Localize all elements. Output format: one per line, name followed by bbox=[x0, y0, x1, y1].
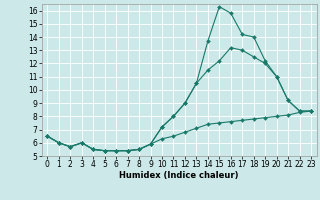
X-axis label: Humidex (Indice chaleur): Humidex (Indice chaleur) bbox=[119, 171, 239, 180]
